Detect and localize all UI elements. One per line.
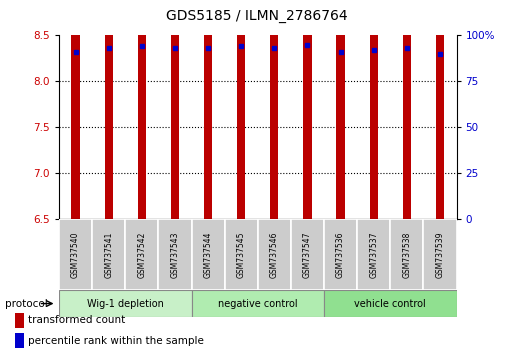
Bar (270, 0, 279, 219)
Text: GSM737539: GSM737539 (436, 232, 444, 278)
Bar (171, 0, 179, 219)
Bar (369, 0, 378, 219)
Bar (357, 219, 390, 290)
Text: GSM737541: GSM737541 (104, 232, 113, 278)
Bar (258, 219, 291, 290)
Bar (191, 290, 324, 317)
Text: GSM737546: GSM737546 (270, 232, 279, 278)
Text: GSM737540: GSM737540 (71, 232, 80, 278)
Bar (324, 219, 357, 290)
Bar (59, 219, 92, 290)
Bar (191, 219, 225, 290)
Text: GDS5185 / ILMN_2786764: GDS5185 / ILMN_2786764 (166, 9, 347, 23)
Bar (105, 0, 113, 219)
Bar (324, 290, 457, 317)
Bar (337, 0, 345, 219)
Text: GSM737545: GSM737545 (236, 232, 246, 278)
Text: vehicle control: vehicle control (354, 298, 426, 309)
Text: GSM737536: GSM737536 (336, 232, 345, 278)
Bar (403, 0, 411, 219)
Bar (291, 219, 324, 290)
Bar (159, 219, 191, 290)
Text: protocol: protocol (5, 298, 48, 309)
Bar (225, 219, 258, 290)
Text: GSM737542: GSM737542 (137, 232, 146, 278)
Bar (423, 219, 457, 290)
Bar (71, 0, 80, 219)
Bar (390, 219, 423, 290)
Text: GSM737547: GSM737547 (303, 232, 312, 278)
Bar (436, 0, 444, 219)
Text: Wig-1 depletion: Wig-1 depletion (87, 298, 164, 309)
Bar (92, 219, 125, 290)
Text: negative control: negative control (218, 298, 298, 309)
Bar (303, 0, 311, 219)
Text: GSM737538: GSM737538 (402, 232, 411, 278)
Bar (15, 333, 24, 348)
Bar (137, 0, 146, 219)
Bar (15, 313, 24, 328)
Bar (125, 219, 159, 290)
Bar (237, 0, 245, 219)
Text: GSM737537: GSM737537 (369, 232, 378, 278)
Text: GSM737543: GSM737543 (170, 232, 180, 278)
Bar (204, 0, 212, 219)
Text: GSM737544: GSM737544 (204, 232, 212, 278)
Bar (59, 290, 191, 317)
Text: transformed count: transformed count (28, 315, 125, 325)
Text: percentile rank within the sample: percentile rank within the sample (28, 336, 204, 346)
